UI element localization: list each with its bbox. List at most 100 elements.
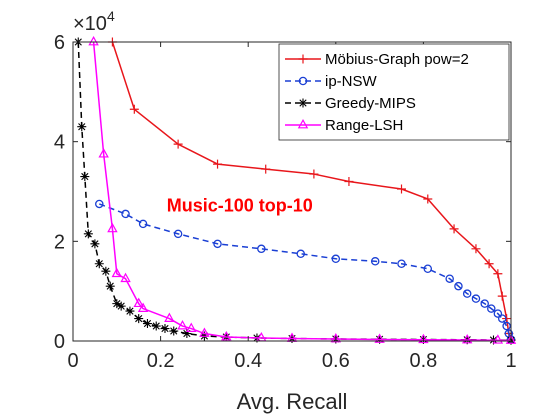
series-3-point-17 — [461, 333, 473, 344]
legend-marker-1 — [298, 76, 308, 86]
series-0-point-1 — [129, 104, 139, 114]
y-tick-label: 4 — [54, 132, 65, 154]
series-3-point-2 — [107, 222, 118, 233]
legend-label-2: Greedy-MIPS — [325, 95, 416, 112]
series-1-point-18 — [497, 314, 507, 323]
series-3-point-9 — [186, 322, 197, 332]
series-2-point-11 — [134, 314, 144, 324]
series-1-point-8 — [370, 257, 380, 266]
series-2-point-10 — [125, 306, 135, 316]
legend-marker-0 — [298, 54, 308, 64]
series-3-point-19 — [505, 334, 517, 344]
series-0-point-6 — [344, 177, 354, 187]
series-0-point-14 — [502, 314, 512, 324]
series-1-point-9 — [397, 259, 406, 269]
series-1 — [95, 199, 516, 344]
series-1-point-16 — [487, 304, 496, 313]
series-2-point-1 — [77, 122, 87, 132]
legend-marker-2 — [298, 98, 308, 108]
y-tick-label: 2 — [54, 231, 65, 253]
series-1-point-6 — [296, 249, 306, 259]
legend-label-3: Range-LSH — [325, 117, 403, 134]
series-1-point-15 — [480, 299, 489, 308]
series-3-point-14 — [330, 332, 342, 343]
series-3-point-18 — [492, 334, 504, 344]
legend-label-0: Möbius-Graph pow=2 — [325, 51, 469, 68]
series-0-point-9 — [449, 224, 459, 234]
series-3-point-15 — [374, 333, 385, 343]
x-tick-label: 0.6 — [322, 350, 350, 372]
series-3-point-0 — [88, 36, 99, 46]
series-2-point-13 — [151, 321, 161, 331]
legend-box — [278, 43, 510, 141]
series-3-point-11 — [221, 330, 232, 341]
series-1-point-1 — [121, 209, 130, 219]
series-3-point-10 — [199, 327, 210, 337]
y-multiplier-exponent: 4 — [107, 8, 115, 24]
axes-layer: 0 0.2 0.4 0.6 0.8 1 0 2 4 6 — [54, 32, 517, 372]
y-multiplier-base: ×10 — [73, 13, 107, 35]
series-3-line — [92, 41, 512, 342]
series-1-point-5 — [257, 244, 266, 254]
series-1-point-17 — [493, 309, 503, 318]
legend-item-2: Greedy-MIPS — [285, 95, 416, 112]
x-tick-label: 0.2 — [147, 350, 175, 372]
x-axis-title: Avg. Recall — [237, 389, 348, 414]
series-2-point-5 — [94, 259, 104, 269]
series-0-point-10 — [471, 244, 481, 254]
legend-item-1: ip-NSW — [285, 73, 378, 90]
y-axis-multiplier: ×104 — [73, 8, 115, 35]
series-3-point-7 — [164, 312, 175, 322]
series-1-point-7 — [331, 254, 341, 264]
series-1-point-4 — [213, 239, 222, 249]
legend-item-0: Möbius-Graph pow=2 — [285, 51, 469, 68]
series-1-point-0 — [95, 199, 104, 209]
series-3-point-6 — [137, 302, 149, 313]
legend-label-1: ip-NSW — [325, 73, 378, 90]
x-tick-label: 0.4 — [234, 350, 262, 372]
series-3-point-3 — [111, 267, 123, 278]
series-3-point-8 — [177, 320, 188, 330]
series-3-point-5 — [133, 297, 144, 308]
series-3-point-16 — [418, 333, 429, 344]
series-0-point-12 — [493, 269, 503, 279]
series-2-point-3 — [83, 229, 93, 239]
series-2-point-9 — [116, 301, 126, 311]
series-0-point-7 — [397, 184, 406, 194]
series-3-point-4 — [120, 272, 131, 283]
series-2-point-2 — [80, 172, 90, 182]
y-tick-label: 6 — [54, 32, 65, 54]
series-0-point-13 — [497, 291, 507, 301]
legend: Möbius-Graph pow=2 ip-NSW Greedy-MIPS Range… — [278, 43, 510, 141]
legend-item-3: Range-LSH — [285, 117, 403, 134]
series-2-point-4 — [90, 239, 100, 249]
series-0-point-8 — [423, 194, 433, 204]
axes-box — [72, 41, 512, 342]
series-3-point-1 — [98, 148, 109, 158]
series-1-point-11 — [445, 274, 454, 283]
series-2-point-16 — [182, 329, 192, 339]
x-tick-label: 0.8 — [409, 350, 437, 372]
series-2-point-12 — [142, 319, 152, 329]
x-tick-label: 1 — [505, 350, 516, 372]
series-0-point-4 — [261, 164, 271, 174]
series-1-point-10 — [423, 264, 433, 273]
x-tick-label: 0 — [67, 350, 78, 372]
series-0-point-2 — [173, 139, 183, 149]
series-1-point-14 — [471, 294, 481, 303]
series-1-point-3 — [173, 229, 183, 239]
series-1-point-13 — [462, 289, 472, 298]
series-2-point-15 — [169, 326, 179, 336]
legend-marker-3 — [297, 118, 309, 129]
series-0-point-3 — [213, 159, 223, 169]
series-1-point-2 — [138, 219, 148, 229]
series-2-point-8 — [112, 299, 122, 309]
series-0-point-5 — [309, 169, 319, 179]
series-2-point-7 — [105, 281, 115, 291]
series-1-point-19 — [502, 321, 511, 331]
y-tick-label: 0 — [54, 331, 65, 353]
series-2-point-14 — [160, 324, 170, 334]
series-0-point-11 — [484, 259, 494, 269]
chart-annotation: Music-100 top-10 — [167, 195, 313, 215]
